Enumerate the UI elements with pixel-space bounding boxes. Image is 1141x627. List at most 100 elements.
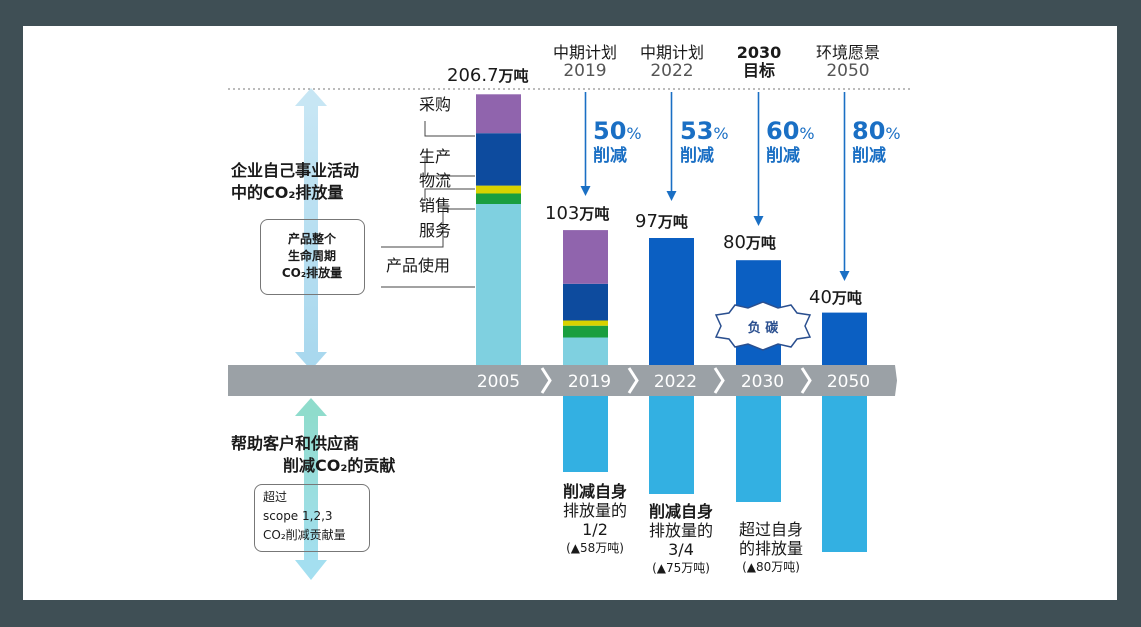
- year-label-2005: 2005: [477, 372, 520, 392]
- reduction-2030: 60% 削减: [766, 118, 815, 166]
- total-2050-num: 40: [809, 287, 832, 308]
- plan-2022-label: 中期计划 2022: [631, 44, 713, 81]
- total-2005-unit: 万吨: [498, 67, 529, 85]
- total-label-2030: 80万吨: [723, 233, 776, 253]
- contribution-bars-layer: [563, 396, 867, 552]
- segment-label-logistics: 物流: [419, 171, 452, 190]
- scope-box-text: 超过 scope 1,2,3 CO₂削减贡献量: [263, 488, 346, 545]
- scope-line2: scope 1,2,3: [263, 509, 333, 523]
- note-2030: 超过自身 的排放量 (▲80万吨): [716, 520, 826, 577]
- year-label-2050: 2050: [827, 372, 870, 392]
- total-label-2005: 206.7万吨: [447, 66, 529, 86]
- reduction-2050-sign: %: [885, 124, 901, 143]
- upper-section-title: 企业自己事业活动 中的CO₂排放量: [231, 160, 359, 204]
- upper-title-line1: 企业自己事业活动: [231, 161, 360, 180]
- lifecycle-box-text: 产品整个 生命周期 CO₂排放量: [267, 231, 357, 282]
- chart-canvas: 2005 2019 2022 2030 2050: [228, 88, 913, 580]
- total-2019-num: 103: [545, 203, 580, 224]
- note-2022-line1: 削减自身: [648, 502, 713, 521]
- segment-label-product-use: 产品使用: [386, 256, 451, 275]
- note-2019-line1: 削减自身: [562, 482, 627, 501]
- lifecycle-bracket: [260, 219, 365, 295]
- total-2019-unit: 万吨: [579, 205, 610, 223]
- timeline-arrow-tip: [888, 365, 897, 396]
- note-2030-line2: 的排放量: [738, 539, 803, 558]
- timeline-chevron-3: [800, 367, 812, 394]
- contribution-bar-2030: [736, 396, 781, 502]
- year-label-2019: 2019: [568, 372, 611, 392]
- note-2022-line2: 排放量的: [648, 521, 713, 540]
- plan-2019-top: 中期计划: [552, 43, 617, 62]
- target-2030-year: 2030: [736, 43, 782, 62]
- scope-line3: CO₂削减贡献量: [263, 528, 346, 542]
- contribution-bar-2050: [822, 396, 867, 552]
- note-2019: 削减自身 排放量的 1/2 (▲58万吨): [543, 482, 647, 558]
- slide: 2005 2019 2022 2030 2050 中期计划 2019 中期计划 2022…: [23, 26, 1117, 600]
- segment-label-sales: 销售: [419, 196, 452, 215]
- total-2030-num: 80: [723, 232, 746, 253]
- bar-2005-seg-1: [476, 193, 521, 204]
- vision-2050-label: 环境愿景 2050: [803, 43, 893, 81]
- carbon-negative-badge-shape: [714, 301, 812, 351]
- segment-leader-lines: [381, 121, 475, 288]
- total-label-2019: 103万吨: [545, 204, 609, 224]
- timeline-chevron-2: [713, 367, 725, 394]
- total-2005-num: 206.7: [447, 65, 499, 86]
- reduction-2019-sign: %: [626, 124, 642, 143]
- reduction-2022: 53% 削减: [680, 118, 729, 166]
- contribution-bar-2019: [563, 396, 608, 472]
- bar-2005-seg-2: [476, 185, 521, 194]
- reduction-2030-label: 削减: [766, 146, 800, 166]
- reduction-2022-label: 削减: [680, 146, 714, 166]
- bar-2019-seg-2: [563, 320, 608, 326]
- total-2022-num: 97: [635, 211, 658, 232]
- lower-section-title: 帮助客户和供应商 削减CO₂的贡献: [231, 433, 395, 477]
- segment-label-production: 生产: [419, 147, 452, 166]
- bar-2019-seg-3: [563, 283, 608, 321]
- note-2022-line4: (▲75万吨): [652, 561, 710, 575]
- plan-2022-year: 2022: [650, 61, 694, 81]
- timeline-band: [228, 365, 888, 396]
- target-2030-text: 目标: [742, 61, 775, 80]
- reduction-2050-pct: 80: [852, 117, 886, 145]
- bar-2019-seg-4: [563, 230, 608, 284]
- scope-bracket: [254, 484, 370, 552]
- reduction-2019-label: 削减: [593, 146, 627, 166]
- reduction-2050-label: 削减: [852, 146, 886, 166]
- total-2030-unit: 万吨: [745, 234, 776, 252]
- reduction-2019-pct: 50: [593, 117, 627, 145]
- lifecycle-line2: 生命周期: [287, 249, 336, 263]
- total-label-2050: 40万吨: [809, 288, 862, 308]
- reduction-2019: 50% 削减: [593, 118, 642, 166]
- timeline-chevron-1: [627, 367, 639, 394]
- plan-2019-year: 2019: [563, 61, 607, 81]
- bar-2019-seg-0: [563, 337, 608, 365]
- note-2030-line1: 超过自身: [738, 520, 803, 539]
- reduction-2030-pct: 60: [766, 117, 800, 145]
- bar-2005-seg-0: [476, 203, 521, 365]
- lower-range-arrow: [295, 398, 327, 580]
- reduction-arrow-head-2030: [753, 216, 764, 226]
- reduction-2022-pct: 53: [680, 117, 714, 145]
- lower-title-line1: 帮助客户和供应商: [231, 434, 360, 453]
- note-2019-line4: (▲58万吨): [566, 541, 624, 555]
- total-label-2022: 97万吨: [635, 212, 688, 232]
- segment-label-procurement: 采购: [419, 95, 452, 114]
- timeline-chevrons: [540, 367, 812, 394]
- reduction-arrows: [580, 92, 850, 281]
- total-2022-unit: 万吨: [657, 213, 688, 231]
- plan-2019-label: 中期计划 2019: [544, 43, 626, 81]
- vision-2050-year: 2050: [826, 61, 870, 81]
- segment-label-service: 服务: [419, 221, 452, 240]
- bars-layer: [476, 94, 867, 365]
- bar-2022-seg-0: [649, 238, 694, 365]
- reduction-arrow-head-2050: [839, 271, 850, 281]
- timeline-year-labels: 2005 2019 2022 2030 2050: [477, 372, 870, 392]
- reduction-2050: 80% 削减: [852, 118, 901, 166]
- upper-title-line2: 中的CO₂排放量: [231, 183, 344, 202]
- year-label-2030: 2030: [741, 372, 784, 392]
- vision-2050-top: 环境愿景: [815, 43, 880, 62]
- bar-2019-seg-1: [563, 325, 608, 338]
- upper-range-arrow: [295, 88, 327, 370]
- note-2019-line2: 排放量的: [562, 501, 627, 520]
